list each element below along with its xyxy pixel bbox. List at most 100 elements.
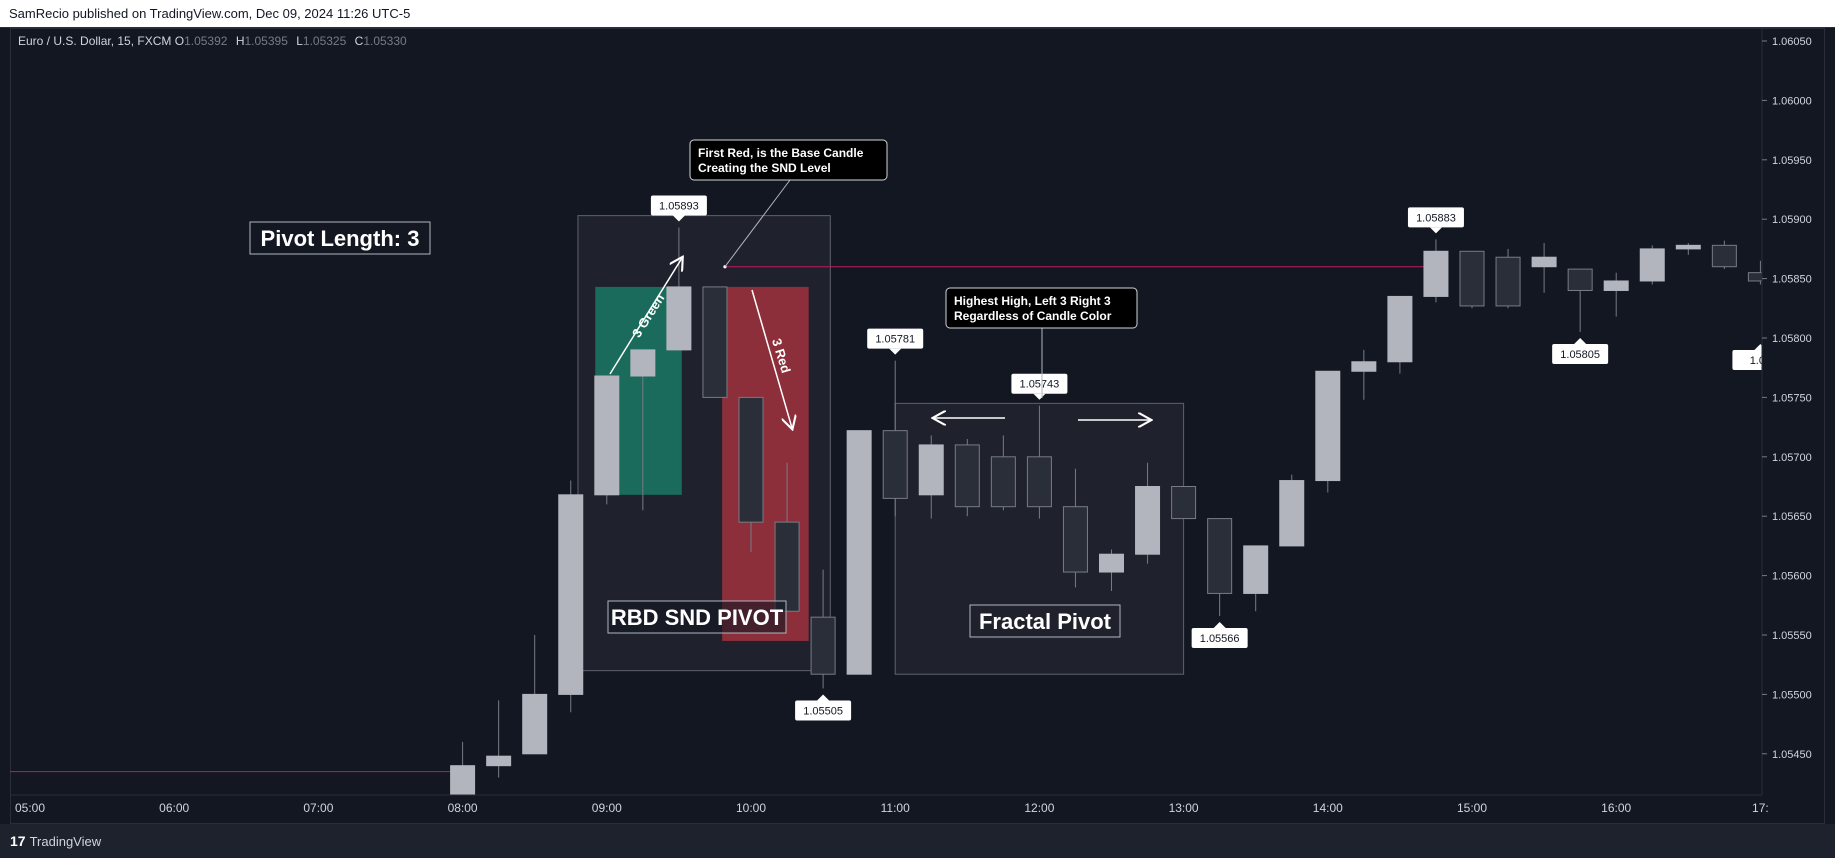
- callout2-box: [945, 287, 1138, 329]
- tradingview-logo-icon: 17: [10, 833, 26, 849]
- price-label-box: [867, 328, 924, 349]
- x-tick-label: 11:00: [881, 801, 910, 815]
- price-label: 1.05805: [1552, 338, 1609, 365]
- publisher-text: SamRecio published on TradingView.com, D…: [9, 6, 411, 21]
- y-tick-label: 1.05750: [1772, 392, 1812, 404]
- price-label-text: 1.05566: [1200, 633, 1240, 645]
- candle-body: [1459, 250, 1485, 307]
- symbol-name: Euro / U.S. Dollar, 15, FXCM: [18, 34, 172, 48]
- price-label-box: [1552, 344, 1609, 365]
- price-label-pointer: [1754, 344, 1762, 350]
- pivot-length-text: Pivot Length: 3: [261, 226, 420, 251]
- candle-body: [666, 286, 692, 351]
- red-arrow: [751, 289, 792, 428]
- price-label: 1.05883: [1407, 207, 1464, 234]
- price-label-pointer: [1574, 338, 1587, 345]
- callout1-line1: First Red, is the Base Candle: [698, 146, 864, 160]
- price-label-text: 1.05805: [1560, 349, 1600, 361]
- candle-body: [918, 444, 944, 496]
- plot-area: 1.05893 1.05781 1.05743 1.05505 1.05566 1.058…: [10, 139, 1771, 795]
- candle-body: [1351, 361, 1377, 372]
- candle-body: [486, 755, 512, 767]
- symbol-legend: Euro / U.S. Dollar, 15, FXCM O1.05392 H1…: [18, 34, 412, 48]
- price-label: 1.05893: [650, 195, 707, 222]
- x-tick-label: 15:00: [1457, 801, 1487, 815]
- price-label-pointer: [889, 348, 902, 355]
- y-tick-label: 1.05550: [1772, 630, 1812, 642]
- x-tick-label: 12:00: [1024, 801, 1054, 815]
- chart-frame: [10, 28, 1825, 824]
- open-label: O: [174, 34, 185, 48]
- candle-body: [846, 430, 872, 675]
- price-label-pointer: [1429, 227, 1442, 234]
- close-label: C: [354, 34, 364, 48]
- candle-body: [1711, 244, 1737, 268]
- x-tick-label: 06:00: [159, 801, 189, 815]
- fractal-label-text: Fractal Pivot: [979, 609, 1112, 634]
- chart-canvas[interactable]: 1.05893 1.05781 1.05743 1.05505 1.05566 1.058…: [0, 0, 1835, 824]
- candle-body: [1387, 295, 1413, 363]
- callout1-leader: [724, 179, 791, 268]
- rbd-label-text: RBD SND PIVOT: [611, 605, 784, 630]
- y-tick-label: 1.05850: [1772, 274, 1812, 286]
- price-label: 1.05505: [795, 694, 852, 721]
- candle-body: [558, 494, 584, 695]
- price-label-text: 1.05743: [1020, 379, 1060, 391]
- callout1-line2: Creating the SND Level: [698, 161, 831, 175]
- low-label: L: [296, 34, 303, 48]
- x-tick-label: 17:: [1752, 801, 1769, 815]
- y-tick-label: 1.05950: [1772, 155, 1812, 167]
- y-tick-label: 1.05650: [1772, 511, 1812, 523]
- x-tick-label: 16:00: [1601, 801, 1631, 815]
- candle-body: [1315, 370, 1341, 482]
- candle-body: [450, 765, 476, 795]
- candle-body: [594, 375, 620, 496]
- price-label: 1.05743: [1011, 373, 1068, 400]
- price-label-pointer: [817, 694, 830, 701]
- rbd-label: RBD SND PIVOT: [607, 600, 787, 634]
- close-value: 1.05330: [363, 34, 407, 48]
- candle-body: [522, 693, 548, 755]
- candle-body: [774, 521, 800, 612]
- high-label: H: [235, 34, 245, 48]
- candle-body: [1567, 268, 1593, 291]
- price-label: 1.05566: [1191, 621, 1248, 648]
- callout2-line1: Highest High, Left 3 Right 3: [954, 294, 1111, 308]
- candle-body: [738, 396, 764, 523]
- price-label-pointer: [672, 215, 685, 222]
- rbd-label-box: [607, 600, 787, 634]
- candle-body: [1675, 244, 1701, 250]
- price-label: 1.05: [1732, 344, 1771, 370]
- price-label-text: 1.05893: [659, 201, 699, 213]
- price-label-text: 1.05: [1750, 355, 1771, 367]
- x-tick-label: 07:00: [303, 801, 333, 815]
- footer-bar: 17 TradingView: [0, 824, 1835, 858]
- candle-body: [1603, 280, 1629, 291]
- y-tick-label: 1.05450: [1772, 749, 1812, 761]
- price-label-box: [1732, 350, 1762, 370]
- candle-body: [882, 430, 908, 499]
- x-tick-label: 08:00: [448, 801, 478, 815]
- x-tick-label: 10:00: [736, 801, 766, 815]
- candle-body: [630, 349, 656, 377]
- green-arrow: [609, 258, 682, 375]
- brand-name[interactable]: TradingView: [29, 833, 102, 849]
- price-label-text: 1.05505: [803, 705, 843, 717]
- y-tick-label: 1.05500: [1772, 689, 1812, 701]
- candle-body: [1243, 545, 1269, 594]
- price-label-pointer: [1213, 621, 1226, 628]
- y-tick-label: 1.06000: [1772, 95, 1812, 107]
- high-value: 1.05395: [244, 34, 288, 48]
- fractal-label: Fractal Pivot: [969, 604, 1121, 638]
- candle-body: [1495, 256, 1521, 307]
- open-value: 1.05392: [184, 34, 228, 48]
- x-tick-label: 14:00: [1313, 801, 1343, 815]
- price-label: 1.05781: [867, 328, 924, 355]
- candle-body: [1279, 480, 1305, 547]
- callout2-line2: Regardless of Candle Color: [954, 309, 1112, 323]
- low-value: 1.05325: [302, 34, 347, 48]
- price-label-box: [795, 700, 852, 721]
- y-tick-label: 1.05900: [1772, 214, 1812, 226]
- candle-body: [1026, 456, 1052, 508]
